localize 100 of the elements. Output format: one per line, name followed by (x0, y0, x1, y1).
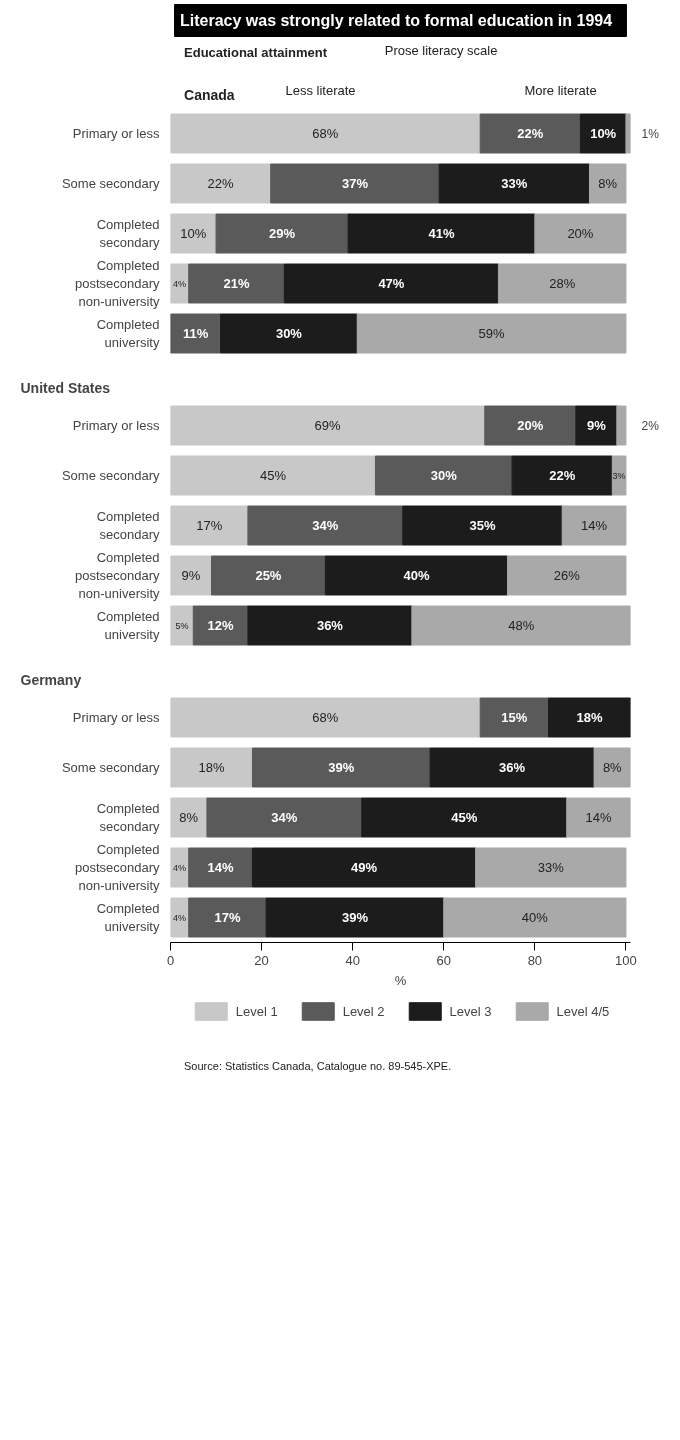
bar (270, 163, 440, 204)
source-note: Source: Statistics Canada, Catalogue no. 89-545-XPE. (184, 1059, 452, 1072)
data-label: 36% (316, 618, 344, 633)
data-label: 15% (501, 710, 528, 725)
y-tick-label: Completed secondary (96, 509, 160, 542)
bar (611, 455, 627, 496)
chart-subtitle: Canada (184, 86, 235, 103)
data-label: 45% (451, 810, 478, 825)
bar (589, 163, 627, 204)
bar (479, 113, 581, 154)
bar (402, 505, 563, 546)
x-tick-label: 80 (527, 952, 543, 968)
bar (220, 313, 358, 354)
y-tick-label: Completed postsecondary non-university (74, 550, 160, 601)
bar (170, 113, 481, 154)
bar (170, 505, 249, 546)
data-label: 35% (469, 518, 496, 533)
data-label: 69% (314, 418, 342, 433)
data-label: 34% (271, 810, 298, 825)
data-label: 17% (214, 910, 241, 925)
bar (188, 897, 267, 938)
x-tick-label: 60 (436, 952, 452, 968)
bar (170, 405, 486, 446)
y-tick-label: Completed university (96, 901, 160, 934)
bar (324, 555, 509, 596)
text: Prose literacy scale (384, 43, 498, 58)
bar (247, 505, 404, 546)
bar (251, 847, 477, 888)
bar (507, 555, 627, 596)
bar (188, 847, 253, 888)
data-label: 37% (341, 176, 369, 191)
bar (438, 163, 591, 204)
text: Less literate (285, 83, 356, 98)
data-label: 20% (517, 418, 544, 433)
bar (484, 405, 577, 446)
data-label: 29% (269, 226, 296, 241)
data-label: 2% (641, 418, 660, 433)
bar (170, 313, 222, 354)
bar (356, 313, 627, 354)
y-tick-label: Primary or less (72, 710, 160, 725)
data-label: 40% (521, 910, 549, 925)
data-label: 22% (207, 176, 235, 191)
x-tick-label: 100 (615, 952, 637, 968)
text: More literate (524, 83, 597, 98)
data-label: 9% (586, 418, 607, 433)
y-tick-label: Completed secondary (96, 801, 160, 834)
data-label: 10% (180, 226, 207, 241)
bar (575, 405, 618, 446)
data-label: 14% (585, 810, 613, 825)
data-label: 59% (478, 326, 506, 341)
chart-subtitle: United States (20, 379, 111, 396)
bar (625, 113, 631, 154)
legend-label: Level 1 (235, 1003, 278, 1019)
data-label: 12% (207, 618, 235, 633)
y-tick-label: Primary or less (72, 126, 160, 141)
bar (170, 605, 194, 646)
bar (170, 163, 272, 204)
bar (561, 505, 627, 546)
bar (497, 263, 627, 304)
x-tick-label: 40 (345, 952, 360, 968)
data-label: 33% (537, 860, 565, 875)
data-label: 11% (182, 326, 209, 341)
data-label: 30% (275, 326, 303, 341)
bar (616, 405, 627, 446)
y-tick-label: Some secondary (61, 760, 160, 775)
data-label: 21% (223, 276, 250, 291)
bar (566, 797, 631, 838)
bar (534, 213, 627, 254)
data-label: 22% (549, 468, 576, 483)
data-label: 18% (576, 710, 603, 725)
legend-label: Level 2 (342, 1003, 385, 1019)
legend-label: Level 4/5 (556, 1003, 610, 1019)
y-tick-label: Some secondary (61, 176, 160, 191)
text: Educational attainment (184, 45, 328, 60)
bar (511, 455, 613, 496)
y-tick-label: Some secondary (61, 468, 160, 483)
legend-label: Level 3 (449, 1003, 492, 1019)
bar (251, 747, 431, 788)
data-label: 39% (341, 910, 369, 925)
y-tick-label: Completed secondary (96, 217, 160, 250)
data-label: 9% (181, 568, 201, 583)
bar (361, 797, 568, 838)
bar (443, 897, 627, 938)
data-label: 40% (403, 568, 430, 583)
text: Germany (20, 671, 82, 688)
bar (210, 555, 326, 596)
bar (479, 697, 550, 738)
data-label: 14% (207, 860, 235, 875)
bar (170, 747, 253, 788)
data-label: 48% (508, 618, 535, 633)
bar (411, 605, 631, 646)
y-tick-label: Completed university (96, 317, 160, 350)
data-label: 68% (312, 126, 339, 141)
data-label: 36% (499, 760, 526, 775)
data-label: 49% (351, 860, 378, 875)
bar (206, 797, 363, 838)
data-label: 8% (602, 760, 623, 775)
data-label: 20% (567, 226, 594, 241)
data-label: 25% (255, 568, 282, 583)
data-label: 8% (179, 810, 199, 825)
